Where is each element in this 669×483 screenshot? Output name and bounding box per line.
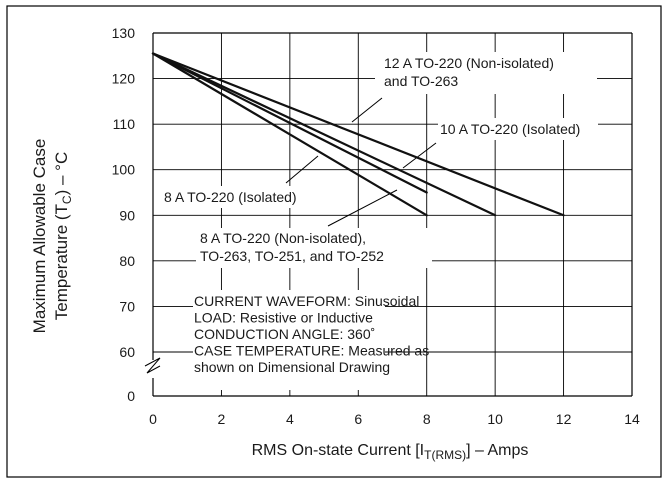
conditions-text: CURRENT WAVEFORM: Sinusoidal xyxy=(194,293,419,309)
y-axis-title-line2: Temperature (TC) – °C xyxy=(52,152,74,321)
annotation-leader-line xyxy=(402,142,437,169)
x-tick-label: 6 xyxy=(354,411,362,427)
series-line xyxy=(151,52,428,194)
series-line xyxy=(151,52,497,217)
annotation-background xyxy=(438,118,598,140)
y-tick-label: 130 xyxy=(112,25,136,41)
x-tick-label: 4 xyxy=(286,411,294,427)
series-lines xyxy=(151,52,565,217)
annotation-10a-isolated: 10 A TO-220 (Isolated) xyxy=(440,121,580,137)
y-tick-label-zero: 0 xyxy=(127,388,135,404)
y-tick-label: 100 xyxy=(112,162,136,178)
y-tick-label: 120 xyxy=(112,71,136,87)
conditions-text: shown on Dimensional Drawing xyxy=(194,359,390,375)
x-tick-label: 8 xyxy=(423,411,431,427)
x-tick-label: 10 xyxy=(487,411,503,427)
annotation-8a-non-isolated: 8 A TO-220 (Non-isolated), xyxy=(200,230,366,246)
annotation-leader-line xyxy=(351,97,383,123)
x-axis-title: RMS On-state Current [IT(RMS)] – Amps xyxy=(252,442,529,462)
y-tick-label: 90 xyxy=(119,207,135,223)
conditions-text: CONDUCTION ANGLE: 360˚ xyxy=(194,326,375,342)
tick-labels: 0 2 4 6 8 10 12 14 60 70 80 90 100 110 120 130 0 xyxy=(112,25,640,427)
conditions-text: CASE TEMPERATURE: Measured as xyxy=(194,343,429,359)
annotation-12a: 12 A TO-220 (Non-isolated) xyxy=(384,55,554,71)
x-tick-label: 2 xyxy=(218,411,226,427)
x-tick-label: 12 xyxy=(556,411,572,427)
annotation-leader-line xyxy=(285,155,319,184)
annotation-background xyxy=(196,228,432,268)
annotation-background xyxy=(193,290,385,390)
annotation-background xyxy=(163,186,316,208)
annotation-background xyxy=(375,52,597,94)
x-tick-label: 14 xyxy=(624,411,640,427)
series-line xyxy=(151,52,428,217)
x-tick-label: 0 xyxy=(149,411,157,427)
annotation-leader-line xyxy=(327,189,398,227)
y-tick-label: 60 xyxy=(119,344,135,360)
y-tick-label: 110 xyxy=(113,116,136,132)
annotation-12a: and TO-263 xyxy=(384,73,458,89)
y-tick-label: 80 xyxy=(119,253,135,269)
axis-break-mark xyxy=(144,357,161,374)
y-tick-label: 70 xyxy=(119,298,135,314)
y-axis-title-line1: Maximum Allowable Case xyxy=(30,139,49,334)
series-line xyxy=(151,52,565,217)
annotation-8a-non-isolated: TO-263, TO-251, and TO-252 xyxy=(200,248,384,264)
annotations: 12 A TO-220 (Non-isolated) and TO-263 10 A… xyxy=(163,52,598,390)
annotation-8a-isolated: 8 A TO-220 (Isolated) xyxy=(164,189,297,205)
conditions-text: LOAD: Resistive or Inductive xyxy=(194,310,373,326)
